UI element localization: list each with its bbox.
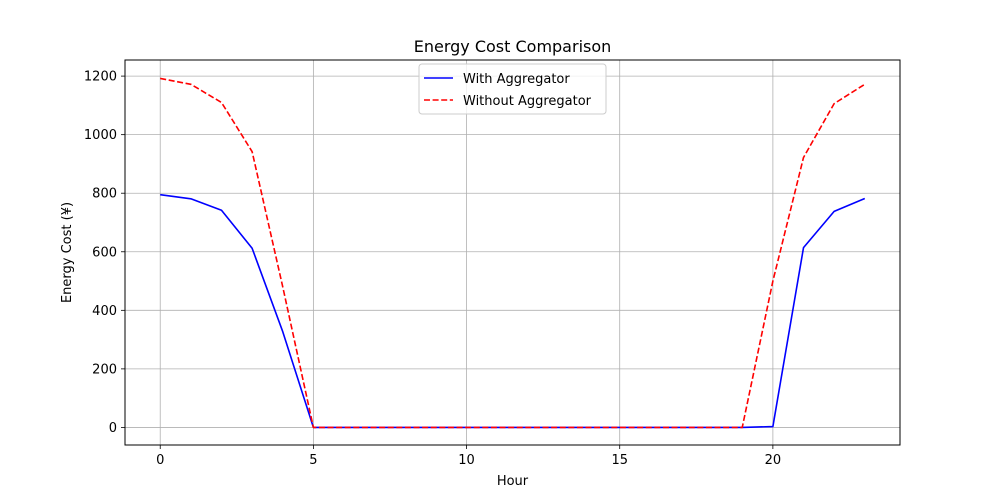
y-tick-label-1: 200 [92, 362, 117, 377]
x-tick-label-0: 0 [156, 453, 164, 468]
series-line-without-aggregator [160, 77, 866, 429]
y-axis-label: Energy Cost (¥) [60, 202, 75, 303]
y-tick-label-4: 800 [92, 187, 117, 202]
y-tick-label-6: 1200 [84, 70, 117, 85]
legend: With Aggregator Without Aggregator [418, 63, 607, 115]
gridlines [125, 60, 900, 445]
x-axis-label: Hour [497, 474, 529, 489]
plot-area-frame [124, 59, 901, 446]
chart-title: Energy Cost Comparison [414, 37, 612, 56]
series-line-with-aggregator [160, 193, 866, 429]
x-tick-label-1: 5 [309, 453, 317, 468]
y-tick-label-2: 400 [92, 304, 117, 319]
legend-label-with-aggregator: With Aggregator [463, 72, 570, 87]
x-tick-label-4: 20 [765, 453, 782, 468]
legend-box [418, 63, 607, 115]
x-tick-label-3: 15 [611, 453, 628, 468]
legend-label-without-aggregator: Without Aggregator [463, 94, 592, 109]
x-tick-label-2: 10 [458, 453, 475, 468]
y-tick-label-3: 600 [92, 245, 117, 260]
y-tick-label-5: 1000 [84, 128, 117, 143]
series-lines [160, 77, 866, 429]
y-tick-label-0: 0 [109, 421, 117, 436]
